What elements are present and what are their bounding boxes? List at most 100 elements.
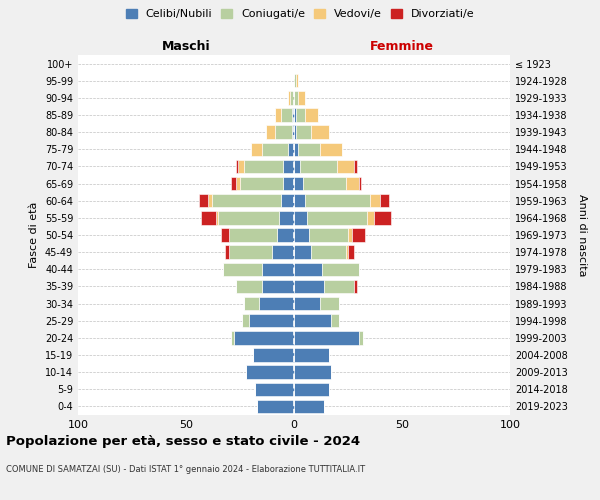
Bar: [370, 194, 380, 207]
Bar: [294, 314, 331, 328]
Text: COMUNE DI SAMATZAI (SU) - Dati ISTAT 1° gennaio 2024 - Elaborazione TUTTITALIA.I: COMUNE DI SAMATZAI (SU) - Dati ISTAT 1° …: [6, 465, 365, 474]
Bar: [281, 194, 294, 207]
Bar: [244, 297, 259, 310]
Bar: [199, 194, 208, 207]
Bar: [247, 366, 294, 379]
Bar: [294, 108, 296, 122]
Bar: [229, 246, 272, 259]
Bar: [311, 246, 346, 259]
Bar: [355, 280, 356, 293]
Y-axis label: Anni di nascita: Anni di nascita: [577, 194, 587, 276]
Bar: [298, 91, 305, 104]
Bar: [294, 211, 307, 224]
Bar: [229, 228, 277, 241]
Bar: [320, 297, 340, 310]
Bar: [275, 108, 281, 122]
Bar: [302, 177, 346, 190]
Bar: [283, 177, 294, 190]
Bar: [242, 314, 248, 328]
Bar: [257, 400, 294, 413]
Bar: [225, 246, 229, 259]
Bar: [307, 211, 367, 224]
Bar: [348, 228, 352, 241]
Bar: [262, 142, 287, 156]
Bar: [294, 348, 329, 362]
Bar: [281, 108, 292, 122]
Bar: [292, 108, 294, 122]
Bar: [294, 280, 324, 293]
Bar: [232, 331, 233, 344]
Bar: [296, 126, 311, 139]
Bar: [290, 91, 294, 104]
Bar: [352, 228, 365, 241]
Bar: [346, 177, 359, 190]
Bar: [292, 126, 294, 139]
Bar: [359, 177, 361, 190]
Bar: [240, 177, 283, 190]
Bar: [311, 126, 329, 139]
Bar: [236, 280, 262, 293]
Bar: [294, 262, 322, 276]
Bar: [294, 331, 359, 344]
Bar: [305, 194, 370, 207]
Bar: [294, 126, 296, 139]
Bar: [294, 382, 329, 396]
Bar: [367, 211, 374, 224]
Bar: [266, 126, 275, 139]
Bar: [272, 246, 294, 259]
Bar: [298, 142, 320, 156]
Bar: [238, 160, 244, 173]
Y-axis label: Fasce di età: Fasce di età: [29, 202, 39, 268]
Text: Popolazione per età, sesso e stato civile - 2024: Popolazione per età, sesso e stato civil…: [6, 435, 360, 448]
Bar: [287, 91, 290, 104]
Text: Maschi: Maschi: [161, 40, 211, 52]
Bar: [305, 108, 318, 122]
Bar: [287, 142, 294, 156]
Bar: [294, 142, 298, 156]
Bar: [212, 194, 281, 207]
Bar: [331, 314, 340, 328]
Bar: [216, 211, 218, 224]
Bar: [320, 142, 341, 156]
Bar: [380, 194, 389, 207]
Bar: [262, 262, 294, 276]
Bar: [294, 297, 320, 310]
Bar: [301, 160, 337, 173]
Bar: [218, 211, 279, 224]
Bar: [248, 314, 294, 328]
Bar: [296, 108, 305, 122]
Bar: [294, 228, 309, 241]
Bar: [294, 74, 296, 88]
Bar: [244, 160, 283, 173]
Bar: [255, 382, 294, 396]
Bar: [262, 280, 294, 293]
Bar: [283, 160, 294, 173]
Bar: [294, 160, 301, 173]
Bar: [348, 246, 355, 259]
Bar: [221, 228, 229, 241]
Bar: [251, 142, 262, 156]
Bar: [324, 280, 355, 293]
Bar: [309, 228, 348, 241]
Bar: [208, 194, 212, 207]
Bar: [223, 262, 262, 276]
Bar: [355, 160, 356, 173]
Bar: [294, 366, 331, 379]
Bar: [346, 246, 348, 259]
Bar: [294, 246, 311, 259]
Bar: [253, 348, 294, 362]
Bar: [322, 262, 359, 276]
Legend: Celibi/Nubili, Coniugati/e, Vedovi/e, Divorziati/e: Celibi/Nubili, Coniugati/e, Vedovi/e, Di…: [122, 6, 478, 22]
Bar: [277, 228, 294, 241]
Bar: [294, 194, 305, 207]
Bar: [279, 211, 294, 224]
Bar: [294, 400, 324, 413]
Bar: [337, 160, 355, 173]
Bar: [275, 126, 292, 139]
Bar: [294, 177, 302, 190]
Bar: [201, 211, 216, 224]
Bar: [359, 331, 363, 344]
Text: Femmine: Femmine: [370, 40, 434, 52]
Bar: [236, 177, 240, 190]
Bar: [236, 160, 238, 173]
